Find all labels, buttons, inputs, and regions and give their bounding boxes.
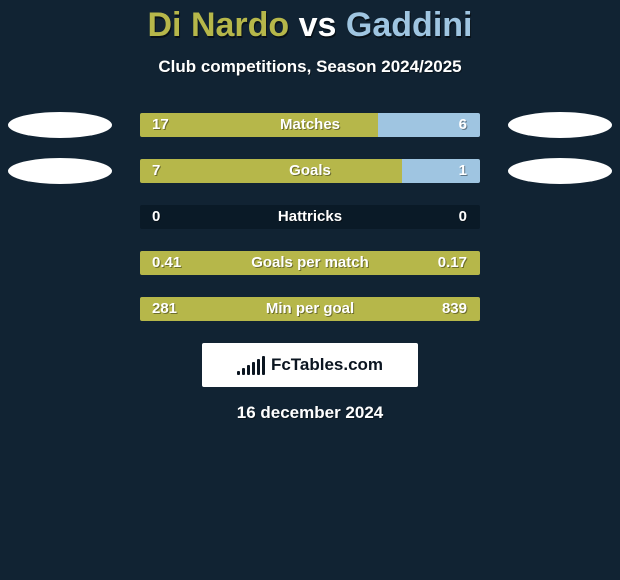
player-disc-left bbox=[8, 112, 112, 138]
stat-row: 71Goals bbox=[0, 159, 620, 183]
logo-text: FcTables.com bbox=[271, 355, 383, 375]
stat-label: Goals bbox=[140, 159, 480, 183]
player-disc-left bbox=[8, 158, 112, 184]
stat-label: Goals per match bbox=[140, 251, 480, 275]
stat-label: Min per goal bbox=[140, 297, 480, 321]
subtitle: Club competitions, Season 2024/2025 bbox=[0, 57, 620, 77]
title-player2: Gaddini bbox=[346, 6, 473, 44]
stat-label: Matches bbox=[140, 113, 480, 137]
stat-row: 00Hattricks bbox=[0, 205, 620, 229]
stat-row: 0.410.17Goals per match bbox=[0, 251, 620, 275]
title-vs: vs bbox=[299, 6, 337, 44]
comparison-rows: 176Matches 71Goals 00Hattricks 0.410.17Goal… bbox=[0, 113, 620, 321]
stat-row: 176Matches bbox=[0, 113, 620, 137]
page-title: Di Nardo vs Gaddini bbox=[0, 0, 620, 45]
player-disc-right bbox=[508, 112, 612, 138]
player-disc-right bbox=[508, 158, 612, 184]
bar-chart-icon bbox=[237, 356, 265, 375]
stat-row: 281839Min per goal bbox=[0, 297, 620, 321]
stat-label: Hattricks bbox=[140, 205, 480, 229]
date-text: 16 december 2024 bbox=[0, 403, 620, 423]
logo-box: FcTables.com bbox=[202, 343, 418, 387]
title-player1: Di Nardo bbox=[148, 6, 290, 44]
